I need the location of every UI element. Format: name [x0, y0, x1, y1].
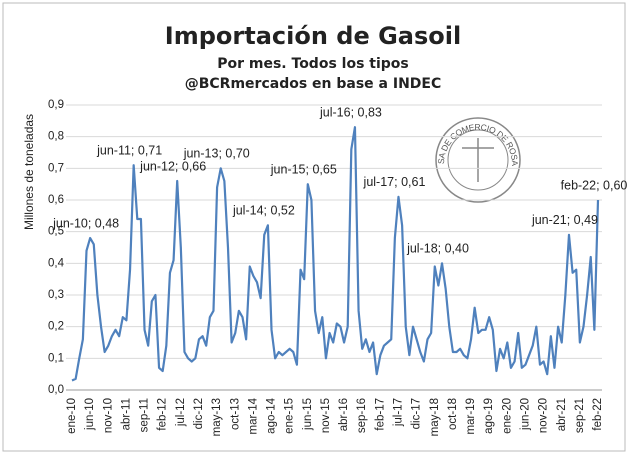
chart-subtitle: @BCRmercados en base a INDEC — [185, 76, 442, 92]
annotation: jul-14; 0,52 — [232, 204, 295, 218]
annotation: jun-10; 0,48 — [52, 216, 119, 230]
chart-title: Importación de Gasoil — [165, 22, 461, 50]
x-tick-label: nov-10 — [102, 398, 114, 433]
y-tick-label: 0,7 — [48, 162, 64, 174]
x-tick-label: ago-14 — [266, 397, 278, 433]
annotation: feb-22; 0,60 — [561, 178, 628, 192]
y-tick-label: 0,1 — [48, 352, 64, 364]
annotation: jul-18; 0,40 — [406, 242, 469, 256]
x-tick-label: mar-14 — [247, 397, 259, 434]
x-tick-label: nov-20 — [538, 398, 550, 433]
x-tick-label: abr-16 — [338, 398, 350, 431]
x-tick-label: sep-21 — [574, 398, 586, 433]
x-tick-label: sep-11 — [139, 398, 151, 432]
x-tick-label: dic-12 — [193, 398, 205, 429]
y-tick-label: 0,8 — [48, 131, 64, 143]
y-tick-label: 0,9 — [48, 99, 64, 111]
y-tick-label: 0,6 — [48, 194, 64, 206]
y-tick-label: 0,3 — [48, 289, 64, 301]
x-tick-label: oct-13 — [229, 398, 241, 430]
annotation: jun-15; 0,65 — [270, 162, 337, 176]
annotation: jun-21; 0,49 — [531, 213, 598, 227]
x-tick-label: abr-11 — [120, 398, 132, 430]
x-tick-label: feb-12 — [157, 398, 169, 431]
annotation: jun-11; 0,71 — [96, 143, 162, 157]
y-tick-label: 0,4 — [48, 257, 65, 269]
x-tick-label: oct-18 — [447, 398, 459, 430]
x-tick-label: mar-19 — [465, 398, 477, 434]
x-tick-label: may-18 — [429, 398, 441, 436]
x-tick-label: ene-10 — [66, 398, 78, 434]
x-tick-label: ene-20 — [501, 398, 513, 434]
y-tick-label: 0,0 — [48, 384, 64, 396]
x-tick-label: may-13 — [211, 398, 223, 436]
annotation: jul-16; 0,83 — [319, 105, 382, 119]
data-line — [71, 126, 600, 382]
stamp-ring — [435, 117, 521, 203]
frame — [2, 2, 626, 452]
y-tick-label: 0,5 — [48, 226, 64, 238]
x-tick-label: nov-15 — [320, 398, 332, 433]
chart-subtitle: Por mes. Todos los tipos — [217, 56, 409, 72]
x-tick-label: dic-17 — [411, 398, 423, 429]
annotation: jun-13; 0,70 — [183, 147, 250, 161]
x-tick-label: abr-21 — [556, 398, 568, 431]
x-tick-label: jul-12 — [175, 398, 187, 427]
x-tick-label: jul-17 — [393, 398, 405, 427]
annotation: jul-17; 0,61 — [363, 175, 426, 189]
x-tick-label: ene-15 — [284, 398, 296, 434]
x-tick-label: jun-15 — [302, 398, 314, 431]
x-tick-label: feb-22 — [592, 398, 604, 431]
annotation: jun-12; 0,66 — [139, 159, 206, 173]
stamp-ring — [447, 129, 509, 191]
x-tick-label: sep-16 — [356, 398, 368, 433]
x-tick-label: ago-19 — [483, 398, 495, 434]
x-tick-label: jun-10 — [84, 398, 96, 431]
x-tick-label: jun-20 — [519, 398, 531, 431]
y-axis-label: Millones de toneladas — [22, 114, 36, 230]
y-tick-label: 0,2 — [48, 321, 64, 333]
x-tick-label: feb-17 — [374, 398, 386, 431]
